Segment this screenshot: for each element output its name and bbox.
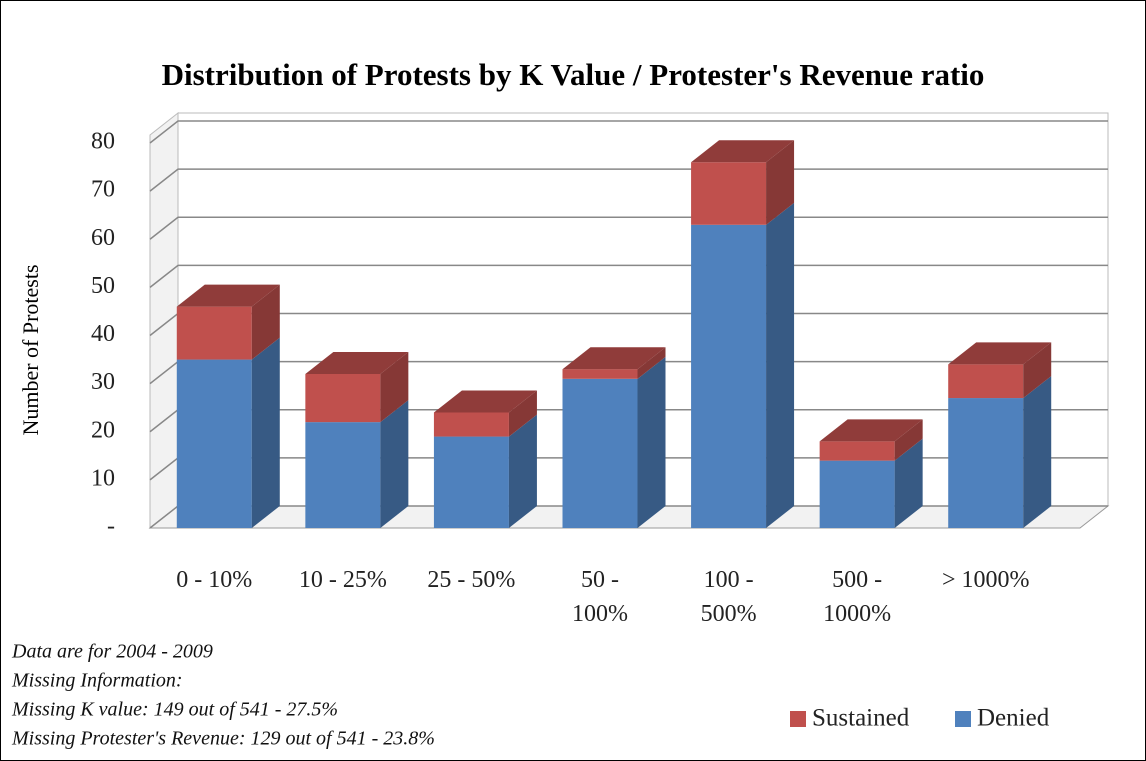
x-tick-label: 0 - 10% [176,567,253,593]
bar-side [251,284,280,360]
bar-side [1023,376,1052,528]
bar-top [433,390,537,413]
bar-side [637,347,666,379]
y-tick-label: 10 [91,465,115,491]
bar [176,359,252,528]
grid-line [149,216,1108,240]
bar-top [819,419,923,442]
bar [176,306,252,360]
bar [433,436,509,528]
x-tick-label: 25 - 50% [427,567,516,593]
y-axis-label: Number of Protests [18,264,43,435]
bar-side [508,414,537,528]
x-tick-label: > 1000% [941,567,1030,593]
footnote: Data are for 2004 - 2009 [11,641,213,663]
bar-top [562,347,666,370]
bar [433,412,509,437]
legend-swatch [955,711,971,727]
grid-line [149,168,1108,192]
bar-side [380,400,409,528]
bar-side [637,356,666,528]
grid-line [149,264,1108,288]
chart-title: Distribution of Protests by K Value / Pr… [162,57,985,92]
bar [948,364,1024,399]
bar [691,162,767,225]
bar-side [508,390,537,437]
bar [305,422,381,528]
bar-top [691,140,795,163]
bar-side [894,419,923,461]
footnote: Missing Information: [11,670,183,692]
bar-top [948,342,1052,365]
bar-side [766,140,795,225]
bar-side [894,438,923,528]
footnote: Missing Protester's Revenue: 129 out of … [11,728,435,750]
bar-top [305,352,409,374]
x-tick-label: 500 - 1000% [823,567,892,627]
bar [819,441,895,461]
y-tick-label: 70 [91,177,115,203]
bar-side [766,202,795,528]
bar [948,398,1024,528]
bar-side [1023,342,1052,399]
y-tick-label: 50 [91,273,115,299]
legend-label: Denied [977,705,1050,732]
bar-side [380,352,409,423]
x-tick-label: 50 - 100% [572,567,628,627]
y-tick-label: 60 [91,225,115,251]
y-tick-label: - [107,514,115,540]
y-tick-label: 30 [91,369,115,395]
grid-line [149,120,1108,144]
bar [819,460,895,528]
side-wall [149,111,179,530]
footnote: Missing K value: 149 out of 541 - 27.5% [11,699,338,721]
bar-top [176,284,280,307]
bar [562,369,638,379]
legend-label: Sustained [812,705,910,732]
y-tick-label: 20 [91,417,115,443]
x-tick-label: 10 - 25% [298,567,387,593]
bar-side [251,337,280,528]
legend-swatch [790,711,806,727]
x-tick-label: 100 - 500% [700,567,757,627]
y-tick-label: 80 [91,129,115,155]
y-tick-label: 40 [91,321,115,347]
bar [691,224,767,528]
bar [562,378,638,528]
bar [305,374,381,423]
